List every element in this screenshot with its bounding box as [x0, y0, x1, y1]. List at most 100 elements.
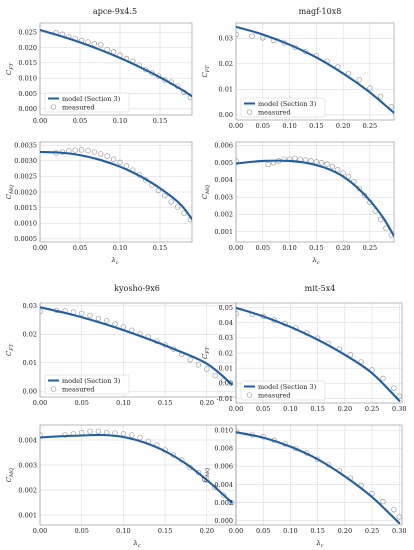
- measured-point: [314, 456, 321, 462]
- x-axis-label: λc: [311, 256, 319, 266]
- plot-frame: [235, 302, 403, 404]
- measured-point: [91, 41, 98, 47]
- legend-box: [44, 92, 130, 113]
- model-line: [40, 150, 192, 221]
- x-tick-label: 0.05: [256, 244, 270, 252]
- legend-measured-label: measured: [258, 108, 291, 116]
- y-tick-label: 0.020: [18, 44, 37, 52]
- y-tick-label: 0.006: [214, 142, 233, 150]
- y-axis-label: CFT: [5, 343, 15, 356]
- panel-top: 0.00 0.05 0.10 0.15 0.20 0.25 0.30 -0.01 0.00 0.0…: [201, 302, 407, 413]
- measured-point: [79, 310, 85, 317]
- y-tick-label: 0.03: [219, 334, 233, 342]
- plot-area: [40, 306, 233, 386]
- y-tick-label: 0.015: [18, 59, 37, 67]
- measured-point: [87, 428, 93, 434]
- measured-point: [345, 173, 352, 180]
- x-tick-label: 0.20: [200, 527, 214, 535]
- plot-frame: [235, 424, 403, 526]
- x-axis-label: λc: [315, 539, 323, 549]
- plot-area: [236, 25, 394, 114]
- measured-point: [195, 362, 202, 368]
- legend-measured-label: measured: [258, 391, 291, 399]
- x-tick-label: 0.30: [392, 405, 406, 413]
- y-tick-label: 0.006: [214, 463, 233, 471]
- y-tick-label: 0.02: [219, 60, 233, 68]
- measured-point: [367, 85, 373, 91]
- measured-point: [91, 149, 98, 155]
- plot-frame: [235, 22, 395, 121]
- y-tick-label: 0.0005: [14, 235, 37, 243]
- legend-model-label: model (Section 3): [62, 377, 121, 385]
- y-tick-label: 0.003: [214, 193, 233, 201]
- x-tick-label: 0.00: [229, 122, 243, 130]
- measured-point: [212, 484, 218, 491]
- x-tick-label: 0.00: [33, 244, 47, 252]
- measured-point: [396, 393, 402, 399]
- plot-area: [236, 306, 402, 402]
- measured-point: [236, 428, 239, 434]
- model-line: [40, 433, 233, 504]
- y-axis-label: CMQ: [201, 468, 211, 482]
- chart-title: apce-9x4.5: [93, 7, 137, 16]
- y-tick-label: 0.0020: [14, 188, 37, 196]
- measured-point: [335, 166, 341, 173]
- chart-title: mit-5x4: [305, 284, 336, 293]
- measured-point: [204, 366, 210, 372]
- x-tick-label: 0.15: [309, 122, 323, 130]
- measured-point: [236, 31, 239, 38]
- y-tick-label: 0.001: [18, 511, 37, 519]
- measured-point: [204, 477, 210, 483]
- y-tick-label: 0.002: [214, 499, 233, 507]
- x-tick-label: 0.10: [282, 122, 296, 130]
- legend-measured-label: measured: [62, 385, 95, 393]
- measured-point: [249, 33, 255, 39]
- panel-bottom: 0.00 0.05 0.10 0.15 0.20 0.25 0.001 0.002 0.003 0…: [201, 141, 395, 252]
- y-tick-label: 0.002: [18, 486, 37, 494]
- x-tick-label: 0.10: [116, 399, 130, 407]
- x-tick-label: 0.00: [33, 399, 47, 407]
- measured-point: [72, 147, 78, 153]
- x-tick-label: 0.20: [336, 122, 350, 130]
- model-line: [236, 159, 394, 238]
- x-tick-label: 0.20: [338, 527, 352, 535]
- measured-point: [292, 155, 298, 162]
- measured-point: [95, 315, 102, 322]
- measured-point: [129, 432, 135, 438]
- measured-point: [104, 317, 110, 324]
- x-tick-label: 0.15: [153, 117, 167, 125]
- y-axis-label: CFT: [5, 62, 15, 75]
- y-tick-label: 0.0030: [14, 157, 37, 165]
- x-tick-label: 0.15: [310, 405, 324, 413]
- y-tick-label: 0.01: [219, 86, 233, 94]
- y-axis-label: CMQ: [5, 468, 15, 482]
- model-line: [40, 29, 192, 98]
- y-tick-label: 0.00: [23, 388, 37, 396]
- y-tick-label: 0.01: [219, 364, 233, 372]
- x-tick-label: 0.05: [74, 527, 88, 535]
- measured-point: [174, 204, 181, 210]
- x-tick-label: 0.25: [363, 244, 377, 252]
- measured-point: [380, 498, 386, 505]
- y-tick-label: 0.0015: [14, 204, 37, 212]
- legend-measured-swatch: [50, 386, 57, 392]
- plot-frame: [235, 141, 395, 243]
- x-tick-label: 0.25: [365, 527, 379, 535]
- measured-point: [377, 216, 384, 223]
- x-tick-label: 0.00: [33, 527, 47, 535]
- x-tick-label: 0.05: [73, 117, 87, 125]
- panel-bottom: 0.00 0.05 0.10 0.15 0.20 0.001 0.002 0.003 0.004…: [5, 424, 237, 535]
- y-tick-label: 0.00: [219, 380, 233, 388]
- plot-area: [40, 29, 192, 101]
- y-tick-label: 0.001: [214, 228, 233, 236]
- legend-model-label: model (Section 3): [62, 95, 121, 103]
- x-tick-label: 0.05: [73, 244, 87, 252]
- y-tick-label: 0.005: [214, 159, 233, 167]
- y-tick-label: 0.00: [219, 111, 233, 119]
- panel-bottom: 0.00 0.05 0.10 0.15 0.20 0.25 0.30 0.000 0.002 0.…: [201, 424, 407, 535]
- y-axis-label: CMQ: [5, 185, 15, 199]
- measured-point: [40, 432, 43, 438]
- panel-top: 0.00 0.05 0.10 0.15 0.20 0.25 0.00 0.01 0.02 0.03…: [201, 22, 395, 130]
- plot-area: [40, 147, 192, 223]
